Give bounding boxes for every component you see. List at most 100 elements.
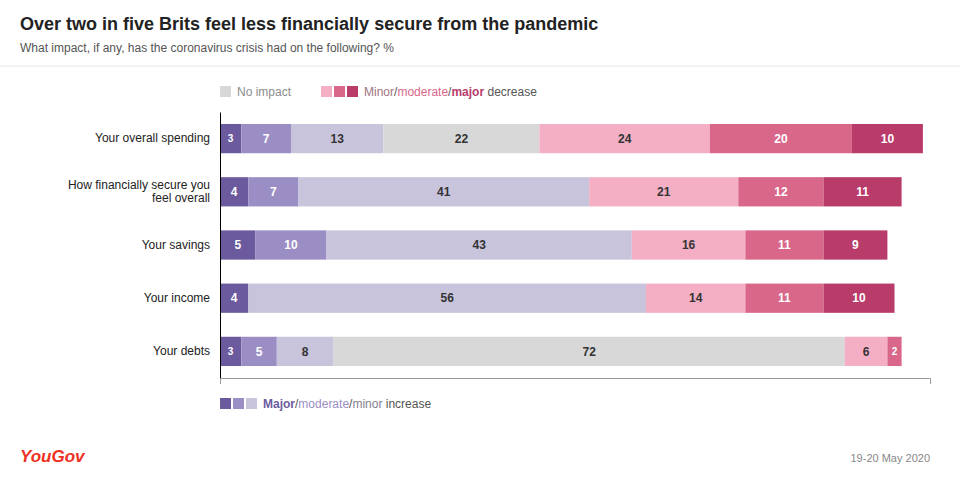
x-axis-line <box>221 379 931 385</box>
y-axis-line <box>220 113 221 379</box>
y-tick-label-line: Your savings <box>142 238 210 252</box>
data-label: 8 <box>302 345 309 359</box>
legend-entry: No impact <box>237 85 292 99</box>
bar <box>256 230 327 259</box>
legend-entry: major <box>451 85 484 99</box>
bar <box>248 177 298 206</box>
bar <box>901 337 902 366</box>
legend-entry: Minor <box>364 85 394 99</box>
legend-text: Major/moderate/minor increase <box>263 397 431 411</box>
bar <box>852 124 923 153</box>
data-label: 13 <box>330 132 344 146</box>
bar <box>646 284 745 313</box>
series <box>710 124 902 366</box>
data-label: 7 <box>270 185 277 199</box>
data-label: 10 <box>284 238 298 252</box>
title: Over two in five Brits feel less financi… <box>20 14 598 34</box>
data-label: 4 <box>231 291 238 305</box>
y-tick-label-line: Your income <box>144 291 211 305</box>
y-tick: Your income <box>144 291 220 305</box>
legend-annotation: increase <box>382 397 431 411</box>
series <box>334 124 845 366</box>
series <box>824 124 923 313</box>
series <box>220 124 256 366</box>
bar <box>887 337 901 366</box>
data-label: 11 <box>778 291 791 305</box>
legend-entry: minor <box>352 397 382 411</box>
bar <box>220 230 256 259</box>
bar <box>241 337 276 366</box>
legend-text: Minor/moderate/major decrease <box>364 85 537 99</box>
y-tick-label-line: feel overall <box>152 191 210 205</box>
legend: No impact <box>220 85 292 99</box>
y-tick: Your overall spending <box>95 131 220 145</box>
data-label: 41 <box>437 185 451 199</box>
series <box>248 124 646 366</box>
data-label: 11 <box>778 238 791 252</box>
data-label: 12 <box>774 185 788 199</box>
data-labels: 3454377105134143568227224211614620121111… <box>228 132 898 359</box>
data-label: 10 <box>881 132 895 146</box>
data-label: 3 <box>228 346 234 357</box>
data-label: 16 <box>682 238 696 252</box>
bar <box>220 177 248 206</box>
bar <box>745 284 823 313</box>
bar <box>334 337 845 366</box>
bar <box>383 124 539 153</box>
legend: Major/moderate/minor increase <box>220 397 431 411</box>
y-tick: Your savings <box>142 238 220 252</box>
data-label: 20 <box>774 132 788 146</box>
bar <box>824 177 902 206</box>
y-tick-label: Your debts <box>153 344 210 358</box>
y-tick-label-line: Your debts <box>153 344 210 358</box>
data-label: 9 <box>852 238 859 252</box>
bar <box>241 124 291 153</box>
data-label: 5 <box>256 345 263 359</box>
y-tick-label: Your overall spending <box>95 131 210 145</box>
data-label: 7 <box>263 132 270 146</box>
y-tick-label: How financially secure youfeel overall <box>68 178 210 205</box>
legend-swatch <box>334 86 345 97</box>
legend-annotation: decrease <box>484 85 537 99</box>
legend-entry: Major <box>263 397 295 411</box>
date: 19-20 May 2020 <box>851 452 931 464</box>
data-label: 5 <box>234 238 241 252</box>
data-label: 24 <box>618 132 632 146</box>
y-tick-label: Your income <box>144 291 211 305</box>
logo: YouGov <box>20 447 86 466</box>
data-label: 4 <box>231 185 238 199</box>
legend-entry: moderate <box>298 397 349 411</box>
bar <box>589 177 738 206</box>
y-axis: Your overall spending How financially sec… <box>68 113 221 379</box>
legend-swatch <box>321 86 332 97</box>
legend-swatch <box>220 86 231 97</box>
legend-text: No impact <box>237 85 292 99</box>
bar <box>220 124 241 153</box>
bar <box>745 230 823 259</box>
bars <box>220 124 923 366</box>
data-label: 3 <box>228 133 234 144</box>
legend-swatch <box>246 398 257 409</box>
data-label: 11 <box>856 185 869 199</box>
bar <box>540 124 710 153</box>
bar <box>248 284 646 313</box>
legend-swatch <box>220 398 231 409</box>
bar <box>824 284 895 313</box>
data-label: 21 <box>657 185 671 199</box>
bar <box>710 124 852 153</box>
series <box>540 124 888 366</box>
x-axis <box>221 379 931 385</box>
bar <box>291 124 383 153</box>
data-label: 43 <box>472 238 486 252</box>
bar <box>632 230 746 259</box>
chart: Over two in five Brits feel less financi… <box>0 0 960 480</box>
legend-entry: moderate <box>397 85 448 99</box>
bar <box>824 230 888 259</box>
divider <box>0 66 960 67</box>
data-label: 10 <box>852 291 866 305</box>
legend-swatch <box>347 86 358 97</box>
legend-swatch <box>233 398 244 409</box>
y-tick-label-line: How financially secure you <box>68 178 210 192</box>
y-tick-label-line: Your overall spending <box>95 131 210 145</box>
bar <box>327 230 632 259</box>
